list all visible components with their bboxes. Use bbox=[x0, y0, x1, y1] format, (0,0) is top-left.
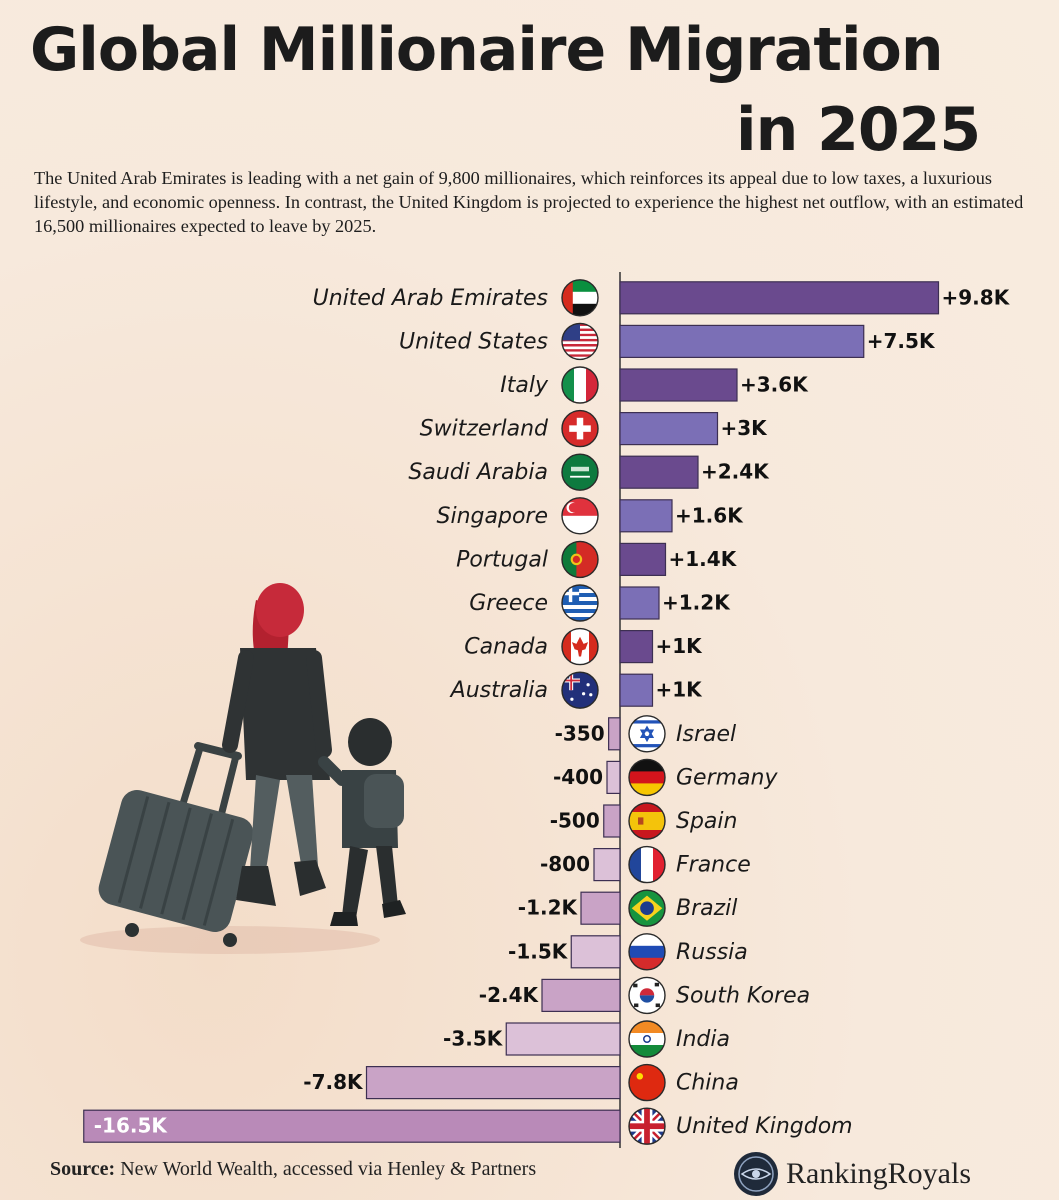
brand-logo-icon bbox=[734, 1152, 778, 1196]
bar-brazil bbox=[580, 891, 621, 925]
child-figure bbox=[318, 718, 406, 926]
bar-italy bbox=[619, 368, 738, 402]
value-label-greece: +1.2K bbox=[662, 591, 731, 615]
value-label-united-states: +7.5K bbox=[867, 329, 936, 353]
greece-flag-icon bbox=[561, 584, 599, 622]
uk-flag-icon bbox=[628, 1107, 666, 1145]
canada-flag-icon bbox=[561, 627, 599, 666]
country-label-canada: Canada bbox=[464, 635, 548, 660]
value-label-united-kingdom: -16.5K bbox=[94, 1114, 169, 1138]
brazil-flag-icon bbox=[628, 889, 666, 927]
country-label-brazil: Brazil bbox=[676, 896, 737, 921]
brand-badge: RankingRoyals bbox=[732, 1150, 971, 1198]
value-label-australia: +1K bbox=[656, 678, 704, 702]
value-label-israel: -350 bbox=[555, 721, 605, 745]
value-label-india: -3.5K bbox=[443, 1027, 504, 1051]
south-korea-flag-icon bbox=[628, 976, 666, 1015]
bar-united-states bbox=[619, 324, 865, 358]
china-flag-icon bbox=[628, 1063, 666, 1102]
country-label-india: India bbox=[676, 1027, 730, 1052]
country-label-russia: Russia bbox=[676, 940, 748, 965]
value-label-canada: +1K bbox=[656, 634, 704, 658]
country-label-germany: Germany bbox=[676, 765, 778, 790]
country-label-south-korea: South Korea bbox=[676, 983, 810, 1008]
country-label-singapore: Singapore bbox=[437, 504, 548, 529]
woman-figure bbox=[222, 583, 332, 906]
usa-flag-icon bbox=[561, 322, 599, 361]
switzerland-flag-icon bbox=[561, 409, 599, 448]
singapore-flag-icon bbox=[561, 497, 599, 535]
country-label-switzerland: Switzerland bbox=[420, 417, 549, 442]
bar-switzerland bbox=[619, 412, 719, 446]
page-subtitle: The United Arab Emirates is leading with… bbox=[34, 168, 1024, 236]
spain-flag-icon bbox=[628, 802, 666, 840]
bar-india bbox=[505, 1022, 621, 1056]
israel-flag-icon bbox=[628, 715, 666, 753]
value-label-saudi-arabia: +2.4K bbox=[701, 460, 770, 484]
value-label-switzerland: +3K bbox=[721, 416, 769, 440]
source-label: Source: bbox=[50, 1158, 116, 1180]
germany-flag-icon bbox=[628, 758, 666, 797]
country-label-china: China bbox=[676, 1071, 739, 1096]
source-text: New World Wealth, accessed via Henley & … bbox=[120, 1158, 537, 1180]
country-label-saudi-arabia: Saudi Arabia bbox=[408, 460, 548, 485]
india-flag-icon bbox=[628, 1020, 666, 1058]
value-label-singapore: +1.6K bbox=[675, 503, 744, 527]
bar-greece bbox=[619, 586, 660, 620]
bar-united-kingdom bbox=[83, 1109, 621, 1143]
value-label-germany: -400 bbox=[553, 765, 603, 789]
bar-saudi-arabia bbox=[619, 455, 699, 489]
country-label-united-states: United States bbox=[399, 329, 548, 354]
page-title-year: in 2025 bbox=[736, 95, 981, 165]
country-label-united-kingdom: United Kingdom bbox=[676, 1114, 853, 1139]
brand-name: RankingRoyals bbox=[786, 1157, 971, 1190]
bar-portugal bbox=[619, 542, 667, 577]
traveler-illustration bbox=[80, 583, 406, 954]
bar-france bbox=[593, 847, 621, 882]
source-note: Source: New World Wealth, accessed via H… bbox=[50, 1158, 536, 1181]
country-label-australia: Australia bbox=[449, 678, 548, 703]
saudi-arabia-flag-icon bbox=[561, 453, 599, 491]
portugal-flag-icon bbox=[561, 540, 599, 579]
russia-flag-icon bbox=[628, 933, 666, 971]
value-label-spain: -500 bbox=[550, 809, 600, 833]
country-label-united-arab-emirates: United Arab Emirates bbox=[313, 286, 548, 311]
bar-australia bbox=[619, 673, 654, 707]
bar-germany bbox=[606, 760, 621, 795]
bar-spain bbox=[603, 804, 621, 838]
australia-flag-icon bbox=[561, 671, 599, 709]
country-label-italy: Italy bbox=[500, 373, 549, 398]
value-label-united-arab-emirates: +9.8K bbox=[942, 285, 1011, 309]
value-label-south-korea: -2.4K bbox=[479, 983, 540, 1007]
france-flag-icon bbox=[628, 845, 666, 884]
bar-singapore bbox=[619, 499, 673, 533]
value-label-italy: +3.6K bbox=[740, 373, 809, 397]
country-label-france: France bbox=[676, 853, 751, 878]
value-label-france: -800 bbox=[540, 852, 590, 876]
uae-flag-icon bbox=[561, 279, 599, 317]
bar-canada bbox=[619, 629, 654, 664]
bar-united-arab-emirates bbox=[619, 281, 940, 315]
country-label-israel: Israel bbox=[676, 722, 736, 747]
italy-flag-icon bbox=[561, 366, 599, 404]
value-label-portugal: +1.4K bbox=[669, 547, 738, 571]
country-label-greece: Greece bbox=[469, 591, 548, 616]
bar-south-korea bbox=[541, 978, 621, 1013]
value-label-russia: -1.5K bbox=[508, 939, 569, 963]
bar-china bbox=[365, 1065, 621, 1100]
value-label-brazil: -1.2K bbox=[518, 896, 579, 920]
suitcase bbox=[98, 742, 254, 947]
country-label-portugal: Portugal bbox=[456, 547, 548, 572]
bar-russia bbox=[570, 935, 621, 969]
page-title: Global Millionaire Migration bbox=[30, 15, 944, 85]
bar-israel bbox=[608, 717, 621, 751]
value-label-china: -7.8K bbox=[303, 1070, 364, 1094]
country-label-spain: Spain bbox=[676, 809, 737, 834]
